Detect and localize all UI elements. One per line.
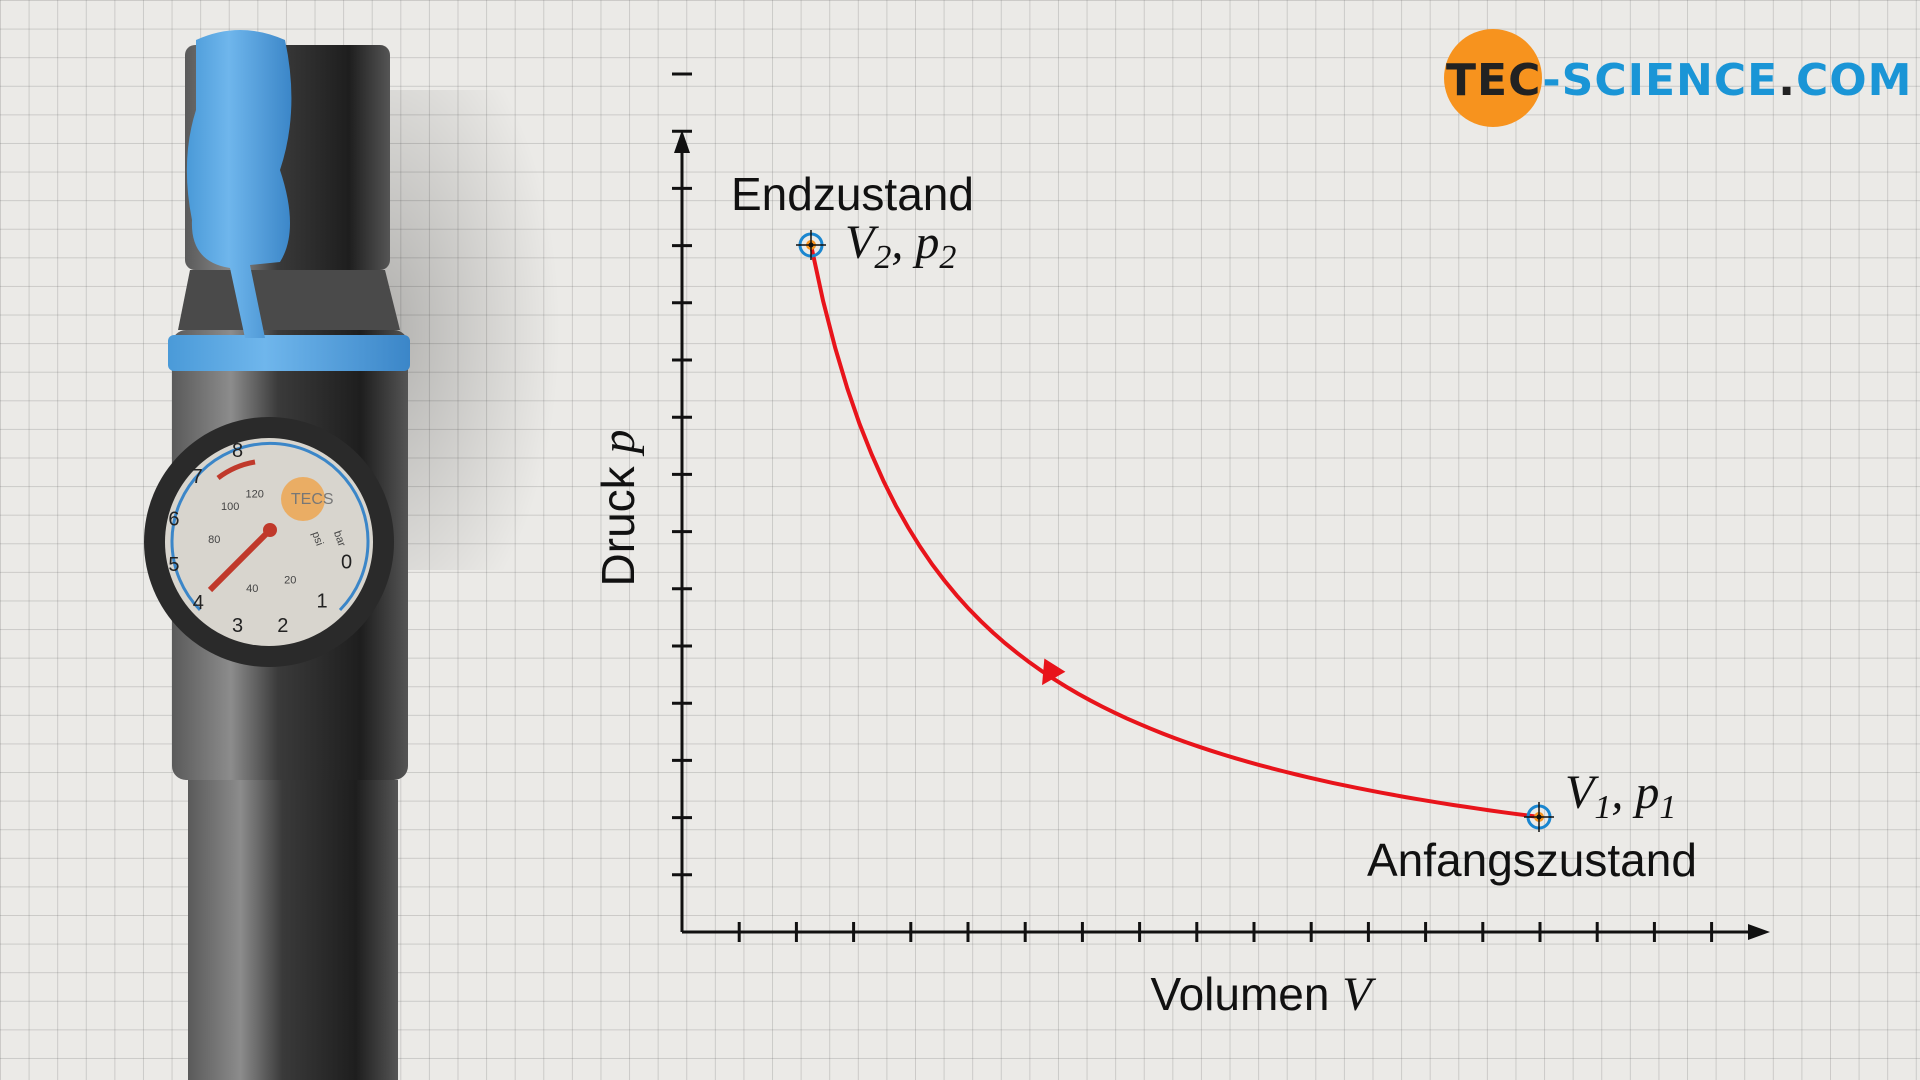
x-axis-symbol: V [1342, 968, 1376, 1021]
logo-text: TEC-SCIENCE.COM [1446, 55, 1912, 106]
gauge-unit: psi [309, 530, 325, 547]
v2-sub: 2 [874, 239, 891, 276]
logo-circle [1444, 29, 1542, 127]
gauge-brand: TECS [291, 491, 334, 508]
gauge-unit: bar [331, 529, 348, 548]
gauge-bar-number: 5 [168, 554, 179, 576]
gauge-scale [170, 441, 370, 612]
gauge-bar-number: 6 [168, 509, 179, 531]
y-axis-symbol: p [592, 430, 645, 457]
pump-band [168, 335, 410, 371]
p1-sub: 1 [1659, 789, 1676, 826]
pump-neck [178, 270, 400, 330]
end-sep: , [891, 216, 915, 269]
x-arrow [1748, 924, 1770, 940]
p2: p [912, 216, 939, 269]
gauge-psi-number: 40 [246, 583, 258, 595]
gauge-psi-number: 120 [246, 489, 264, 501]
start-state-label: V1, p1 [1565, 766, 1676, 826]
v1-sub: 1 [1594, 789, 1611, 826]
state-dot [1536, 814, 1542, 820]
gauge-redzone [216, 459, 256, 481]
gauge-bar-number: 3 [232, 615, 243, 637]
v2: V [845, 216, 879, 269]
gauge-bar-number: 2 [277, 615, 288, 637]
p2-sub: 2 [939, 239, 956, 276]
logo-dot: . [1778, 55, 1796, 106]
logo-com: COM [1796, 55, 1912, 106]
gauge-needle [207, 527, 273, 593]
process-arrow [1042, 658, 1066, 686]
y-axis-text: Druck [592, 465, 644, 586]
end-state-label: V2, p2 [845, 216, 956, 276]
gauge-psi-number: 100 [221, 501, 239, 513]
y-axis-label: Druck p [592, 430, 645, 587]
gauge-logo-circle [281, 477, 325, 521]
pump [144, 30, 560, 1080]
gauge-psi-number: 80 [208, 534, 220, 546]
pump-shaft [188, 780, 398, 1080]
gauge-hub [263, 523, 277, 537]
start-sep: , [1611, 766, 1635, 819]
state-dot [808, 242, 814, 248]
start-state-title: Anfangszustand [1367, 834, 1697, 886]
logo-dash: - [1542, 55, 1561, 106]
y-arrow [674, 130, 690, 153]
pump-cap [186, 30, 292, 338]
logo-tec: TEC [1446, 55, 1542, 106]
gauge-psi-number: 20 [284, 574, 296, 586]
gauge-bar-number: 1 [316, 591, 327, 613]
v1: V [1565, 766, 1599, 819]
x-axis-label: Volumen V [1150, 968, 1376, 1021]
gauge-bar-number: 8 [232, 440, 243, 462]
gauge-bar-number: 4 [193, 592, 204, 614]
axes [672, 72, 1752, 942]
process-curve [809, 244, 1540, 819]
x-axis-text: Volumen [1150, 968, 1329, 1020]
gauge-bar-number: 0 [341, 552, 352, 574]
end-state-title: Endzustand [731, 168, 974, 220]
logo-science: SCIENCE [1562, 55, 1779, 106]
p1: p [1632, 766, 1659, 819]
gauge-bar-number: 7 [192, 466, 203, 488]
logo: TEC-SCIENCE.COM [1444, 29, 1912, 127]
